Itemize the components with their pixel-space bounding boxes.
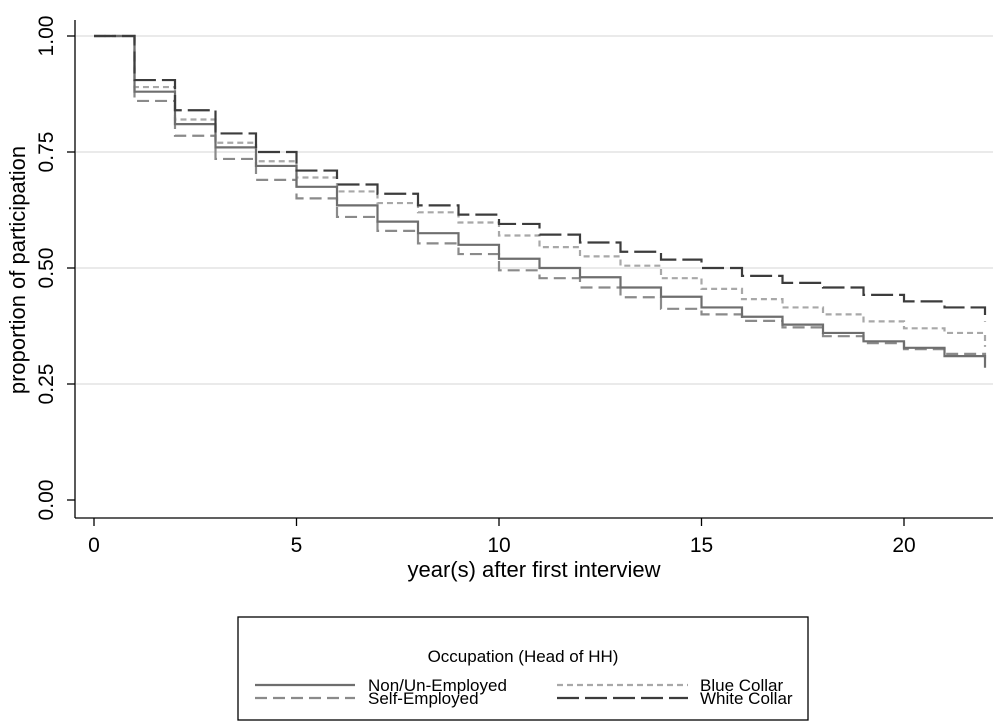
- y-ticks: 0.00 0.25 0.50 0.75 1.00: [35, 16, 75, 521]
- legend-items: Non/Un-Employed Blue Collar Self-Employed W…: [255, 676, 793, 708]
- x-ticks: 0 5 10 15 20: [88, 518, 916, 557]
- x-tick-label-3: 15: [690, 534, 713, 557]
- legend-label-3: White Collar: [700, 689, 793, 708]
- legend-label-2: Self-Employed: [368, 689, 479, 708]
- legend-label-0: Non/Un-Employed: [368, 676, 507, 695]
- legend-label-1: Blue Collar: [700, 676, 783, 695]
- series-line-non-un-employed: [94, 34, 987, 368]
- series-line-white-collar: [94, 34, 987, 322]
- x-tick-label-4: 20: [892, 534, 915, 557]
- x-tick-label-2: 10: [487, 534, 510, 557]
- x-axis-label: year(s) after first interview: [407, 557, 660, 582]
- x-tick-label-1: 5: [291, 534, 303, 557]
- y-tick-label-2: 0.50: [35, 248, 58, 289]
- y-tick-label-1: 0.25: [35, 364, 58, 405]
- y-tick-label-0: 0.00: [35, 480, 58, 521]
- y-axis-label: proportion of participation: [5, 146, 30, 394]
- series-layer: [94, 34, 987, 368]
- y-tick-label-3: 0.75: [35, 132, 58, 173]
- gridlines: [76, 35, 993, 385]
- legend-box: [237, 616, 809, 721]
- x-tick-label-0: 0: [88, 534, 100, 557]
- legend: Occupation (Head of HH) Non/Un-Employed B…: [237, 616, 809, 721]
- legend-title: Occupation (Head of HH): [428, 647, 619, 666]
- y-tick-label-4: 1.00: [35, 16, 58, 57]
- axes: [74, 20, 993, 519]
